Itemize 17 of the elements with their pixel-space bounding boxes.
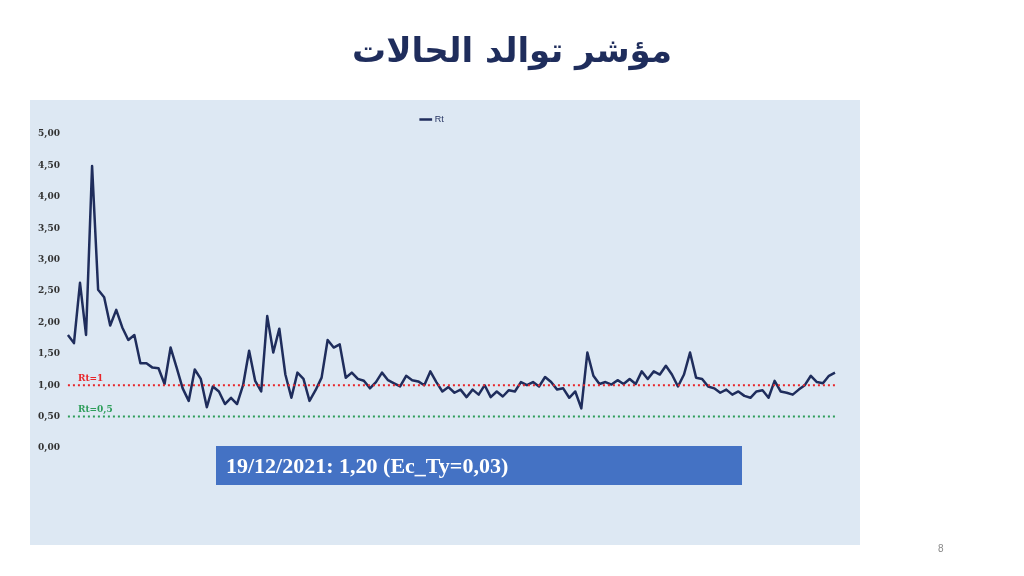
legend-label: Rt — [434, 113, 445, 124]
y-tick-label: 5,00 — [38, 128, 60, 140]
y-tick-label: 1,50 — [38, 348, 60, 360]
text: 19/12/2021: 1,20 (Ec_Ty=0,03) — [216, 446, 742, 485]
y-tick-label: 3,00 — [38, 253, 60, 265]
y-tick-label: 3,50 — [38, 222, 60, 234]
text: 8 — [938, 543, 944, 554]
y-tick-label: 2,50 — [38, 285, 60, 297]
y-tick-label: 4,00 — [38, 191, 60, 203]
y-tick-label: 1,00 — [38, 379, 60, 391]
ref-line-label: Rt=1 — [77, 373, 104, 384]
y-tick-label: 0,00 — [38, 442, 60, 454]
y-tick-label: 4,50 — [38, 159, 60, 171]
ref-line-label: Rt=0,5 — [77, 404, 113, 416]
chart-title: مؤشر توالد الحالات — [351, 30, 673, 70]
y-tick-label: 0,50 — [38, 410, 60, 422]
y-tick-label: 2,00 — [38, 316, 60, 328]
